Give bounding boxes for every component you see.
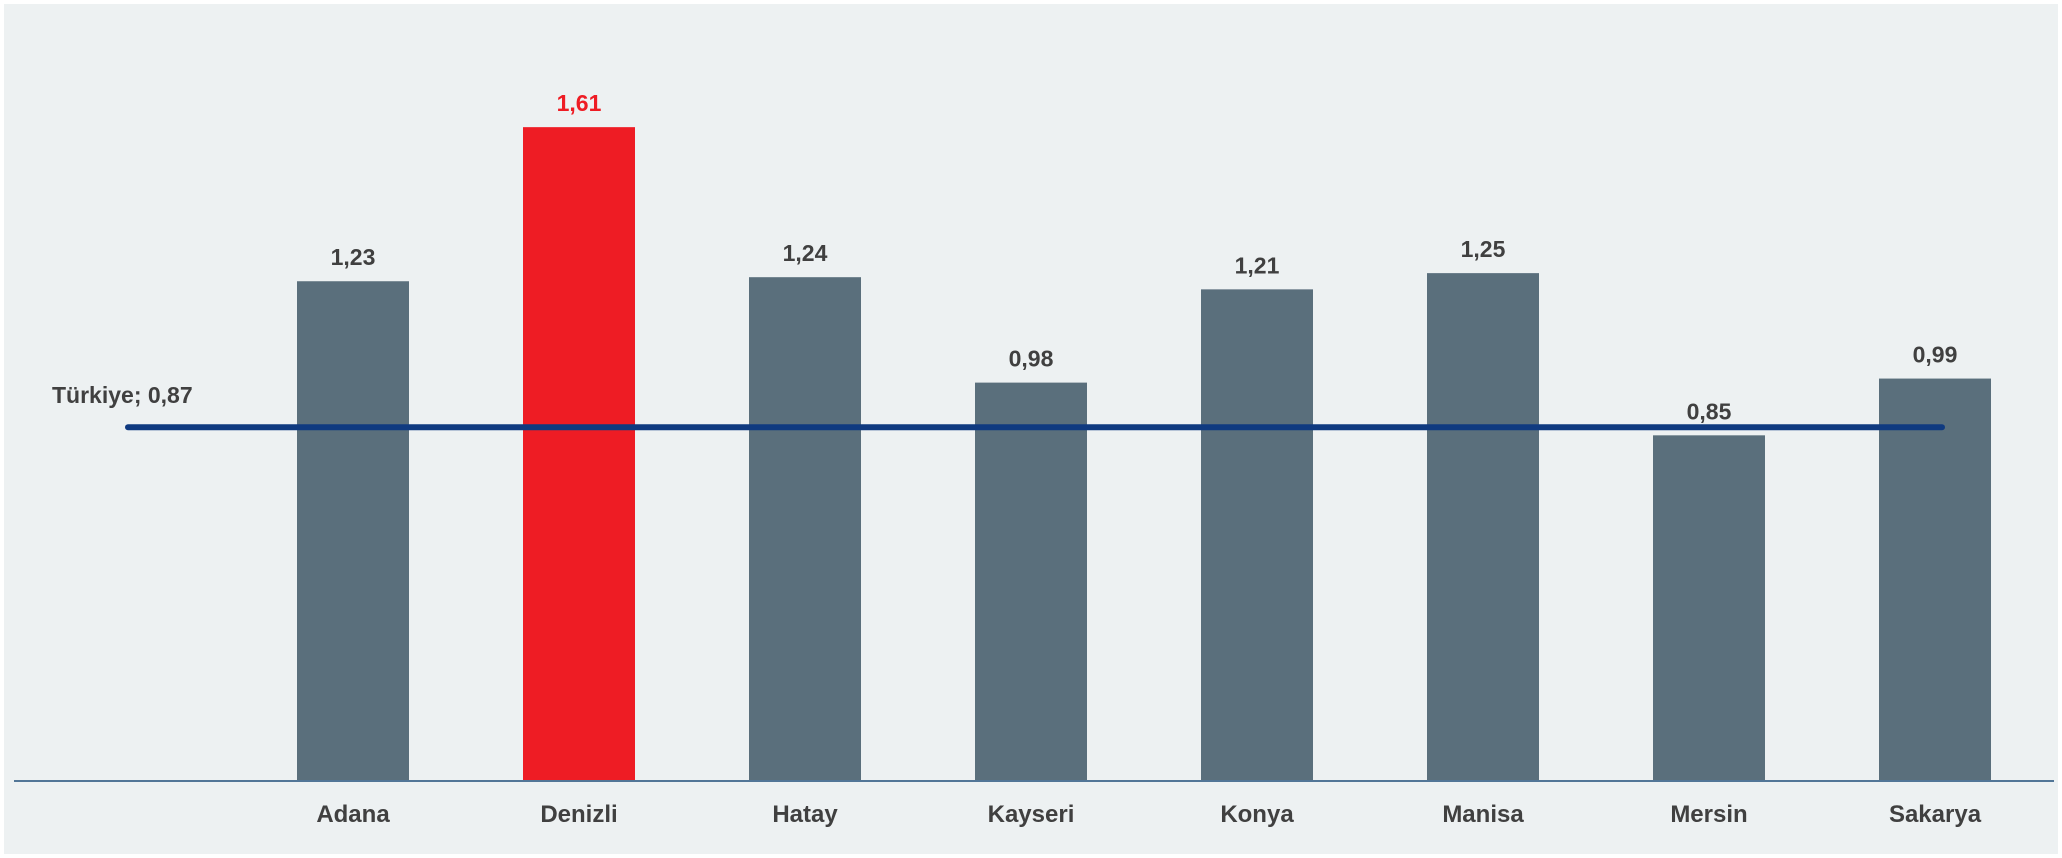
value-label-konya: 1,21 <box>1235 252 1280 278</box>
value-label-sakarya: 0,99 <box>1913 342 1958 368</box>
value-label-kayseri: 0,98 <box>1009 346 1054 372</box>
category-label-konya: Konya <box>1220 801 1294 828</box>
value-label-adana: 1,23 <box>331 244 376 270</box>
bar-manisa <box>1427 273 1539 780</box>
category-label-sakarya: Sakarya <box>1889 801 1982 828</box>
value-label-denizli: 1,61 <box>557 90 602 116</box>
category-label-manisa: Manisa <box>1442 801 1524 828</box>
bar-kayseri <box>975 382 1087 780</box>
category-label-adana: Adana <box>316 801 390 828</box>
bar-chart: 1,23 Adana 1,61 Denizli 1,24 Hatay 0,98 Kayseri… <box>14 90 2054 828</box>
category-label-hatay: Hatay <box>772 801 838 828</box>
reference-line-label: Türkiye; 0,87 <box>52 382 193 408</box>
bar-sakarya <box>1879 378 1991 780</box>
bar-adana <box>297 281 409 780</box>
value-label-manisa: 1,25 <box>1461 236 1506 262</box>
value-label-hatay: 1,24 <box>783 240 828 266</box>
bar-konya <box>1201 289 1313 780</box>
category-label-kayseri: Kayseri <box>988 801 1075 828</box>
bar-denizli <box>523 127 635 780</box>
chart-area: 1,23 Adana 1,61 Denizli 1,24 Hatay 0,98 Kayseri… <box>4 4 2058 854</box>
category-label-mersin: Mersin <box>1670 801 1747 828</box>
bar-mersin <box>1653 435 1765 780</box>
category-label-denizli: Denizli <box>540 801 617 828</box>
bar-hatay <box>749 277 861 780</box>
value-label-mersin: 0,85 <box>1687 398 1732 424</box>
